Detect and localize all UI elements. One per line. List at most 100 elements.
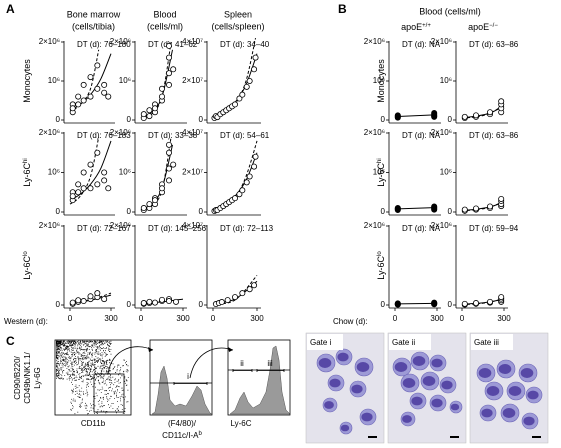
row-label-sup: hi [23,158,29,163]
row-label: Ly-6Chi [376,158,386,186]
data-point [87,185,94,192]
fit-curve [397,207,435,210]
data-point [246,78,253,85]
y-tick-label: 0 [199,300,204,309]
fit-curve [140,41,172,119]
data-point [231,195,238,202]
nucleus [481,408,493,418]
axis-label-sup: b [198,431,202,437]
y-tick-label: 2×10⁶ [364,221,385,230]
y-tick-label: 10⁶ [119,76,131,85]
row-label-main: Ly-6C [22,163,32,187]
column-title-sup: −/− [489,23,498,29]
data-point [170,66,177,73]
fit-curve [461,297,505,306]
nucleus [340,424,350,432]
data-point [94,149,101,156]
y-tick-label: 10⁶ [440,76,452,85]
y-tick-label: 2×10⁶ [110,221,131,230]
data-point [158,93,165,100]
data-point [165,81,172,88]
row-label: Monocytes [22,59,32,103]
column-title-main: apoE [468,22,489,32]
nucleus [508,386,522,396]
y-tick-label: 2×10⁶ [431,128,452,137]
data-point [252,54,259,61]
row-label-sup: lo [377,251,383,256]
data-point [165,70,172,77]
y-tick-label: 4×10⁷ [182,221,203,230]
data-point [170,161,177,168]
doubling-time: DT (d): 72–167 [77,224,131,233]
y-tick-label: 10⁶ [373,76,385,85]
data-point [140,300,147,307]
data-point [218,299,225,306]
data-point [172,298,179,305]
y-tick-label: 2×10⁶ [364,37,385,46]
panel-title: Blood (cells/ml) [419,6,481,16]
data-point [101,89,108,96]
data-point [101,169,108,176]
data-point [252,153,259,160]
fit-curve [461,105,505,119]
data-point [498,195,505,202]
data-point [165,141,172,148]
row-label: Ly-6Chi [22,158,32,186]
data-point [394,112,401,119]
nucleus [441,380,453,390]
y-tick-label: 0 [448,115,453,124]
column-unit: (cells/spleen) [211,21,264,31]
data-point [101,177,108,184]
y-tick-label: 0 [448,300,453,309]
data-point [498,98,505,105]
row-label: Ly-6Clo [376,251,386,280]
data-point [165,42,172,49]
y-tick-label: 0 [56,207,61,216]
data-point [69,105,76,112]
y-tick-label: 0 [127,300,132,309]
doubling-time: DT (d): 54–61 [220,131,270,140]
data-point [165,149,172,156]
histogram-shape [151,365,213,415]
x-tick-label: 0 [139,314,144,323]
y-tick-label: 2×10⁶ [110,37,131,46]
title-box [389,334,431,350]
y-tick-label: 2×10⁶ [431,221,452,230]
fit-curve [69,140,112,201]
data-point [94,290,101,297]
data-point [80,169,87,176]
row-label-main: Ly-6C [22,256,32,280]
data-point [158,296,165,303]
fit-curve [69,53,112,111]
histogram-shape [229,345,291,415]
data-point [75,297,82,304]
data-point [69,193,76,200]
label-line: Ly-6G [33,367,42,389]
doubling-time: DT (d): 59–94 [469,224,519,233]
x-axis-label: Chow (d): [333,317,368,326]
row-label-main: Ly-6C [376,163,386,187]
data-point [80,185,87,192]
data-point [239,187,246,194]
x-tick-label: 0 [211,314,216,323]
data-point [461,113,468,120]
data-point [224,297,231,304]
data-point [431,203,438,210]
x-tick-label: 0 [393,314,398,323]
nucleus [431,358,443,368]
data-point [239,91,246,98]
x-tick-label: 300 [430,314,444,323]
nucleus [450,403,460,411]
data-point [146,113,153,120]
y-tick-label: 2×10⁶ [110,128,131,137]
axis-label: CD11c/I-Ab [162,431,202,441]
data-point [80,97,87,104]
y-axis-label: CD90/B220/ CD49b/NK1.1/ Ly-6G [13,351,42,403]
data-point [101,296,108,303]
micrograph-title: Gate iii [474,338,499,347]
arrow [189,347,234,379]
data-point [80,81,87,88]
nucleus [402,415,412,423]
doubling-time: DT (d): 33–38 [148,131,198,140]
nucleus [523,416,535,426]
